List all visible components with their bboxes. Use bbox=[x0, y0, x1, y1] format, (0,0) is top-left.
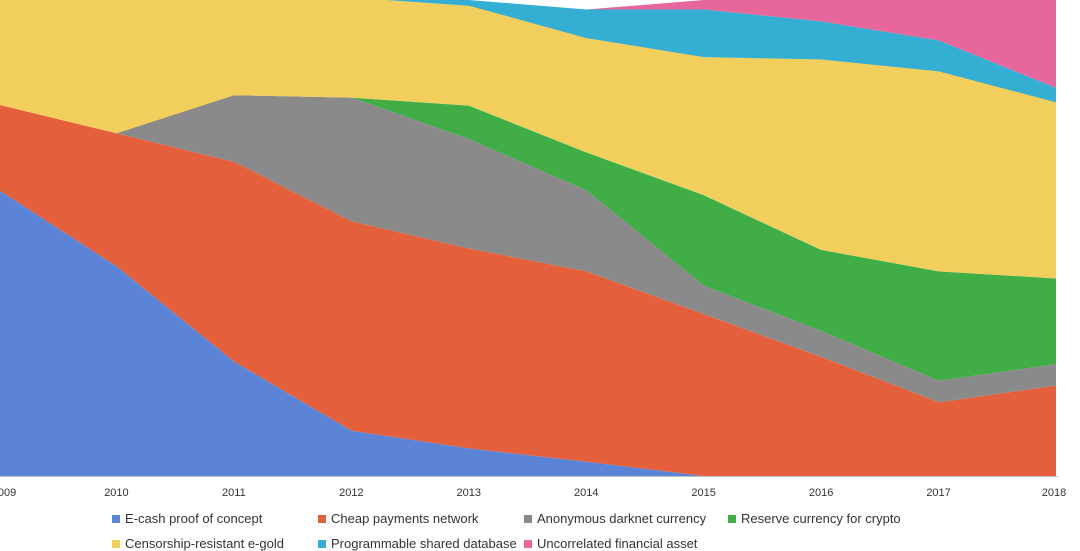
legend-item: Uncorrelated financial asset bbox=[524, 536, 697, 551]
area-series-programmable-shared-database bbox=[0, 0, 1056, 103]
area-series-e-cash-proof-of-concept bbox=[0, 191, 1056, 476]
legend-label: Cheap payments network bbox=[331, 511, 479, 526]
area-series-cheap-payments-network bbox=[0, 104, 1056, 476]
legend-swatch bbox=[318, 514, 326, 523]
area-series-uncorrelated-financial-asset bbox=[0, 0, 1056, 89]
legend-swatch bbox=[318, 539, 326, 548]
x-tick-label: 2016 bbox=[809, 487, 833, 499]
legend-item: Cheap payments network bbox=[318, 511, 478, 526]
legend-item: Censorship-resistant e-gold bbox=[112, 536, 284, 551]
legend-swatch bbox=[524, 514, 532, 523]
legend-label: Programmable shared database bbox=[331, 536, 517, 551]
legend-swatch bbox=[112, 539, 120, 548]
x-tick-label: 2010 bbox=[104, 487, 128, 499]
x-tick-label: 2018 bbox=[1042, 487, 1066, 499]
legend-label: Reserve currency for crypto bbox=[741, 511, 901, 526]
legend-swatch bbox=[728, 514, 736, 523]
legend-item: Reserve currency for crypto bbox=[728, 511, 901, 526]
x-tick-label: 2012 bbox=[339, 487, 363, 499]
legend-item: Programmable shared database bbox=[318, 536, 517, 551]
x-tick-label: 2015 bbox=[691, 487, 715, 499]
x-tick-label: 2013 bbox=[457, 487, 481, 499]
area-series-group bbox=[0, 0, 1080, 477]
legend-swatch bbox=[524, 539, 532, 548]
x-tick-label: 2009 bbox=[0, 487, 16, 499]
area-series-censorship-resistant-e-gold bbox=[0, 0, 1056, 279]
x-tick-label: 2014 bbox=[574, 487, 598, 499]
area-series-anonymous-darknet-currency bbox=[0, 95, 1056, 403]
area-series-reserve-currency-for-crypto bbox=[0, 95, 1056, 381]
legend-swatch bbox=[112, 514, 120, 523]
x-tick-label: 2011 bbox=[222, 487, 246, 499]
legend-label: Uncorrelated financial asset bbox=[537, 536, 698, 551]
legend-item: E-cash proof of concept bbox=[112, 511, 262, 526]
plot-right-margin bbox=[1056, 0, 1080, 477]
x-tick-label: 2017 bbox=[926, 487, 950, 499]
legend-label: Anonymous darknet currency bbox=[537, 511, 707, 526]
legend-label: Censorship-resistant e-gold bbox=[125, 536, 284, 551]
x-axis-tick-labels: 2009 2010 2011 2012 2013 2014 2015 2016 2017 2018 bbox=[0, 487, 1066, 499]
legend-item: Anonymous darknet currency bbox=[524, 511, 706, 526]
legend-label: E-cash proof of concept bbox=[125, 511, 263, 526]
